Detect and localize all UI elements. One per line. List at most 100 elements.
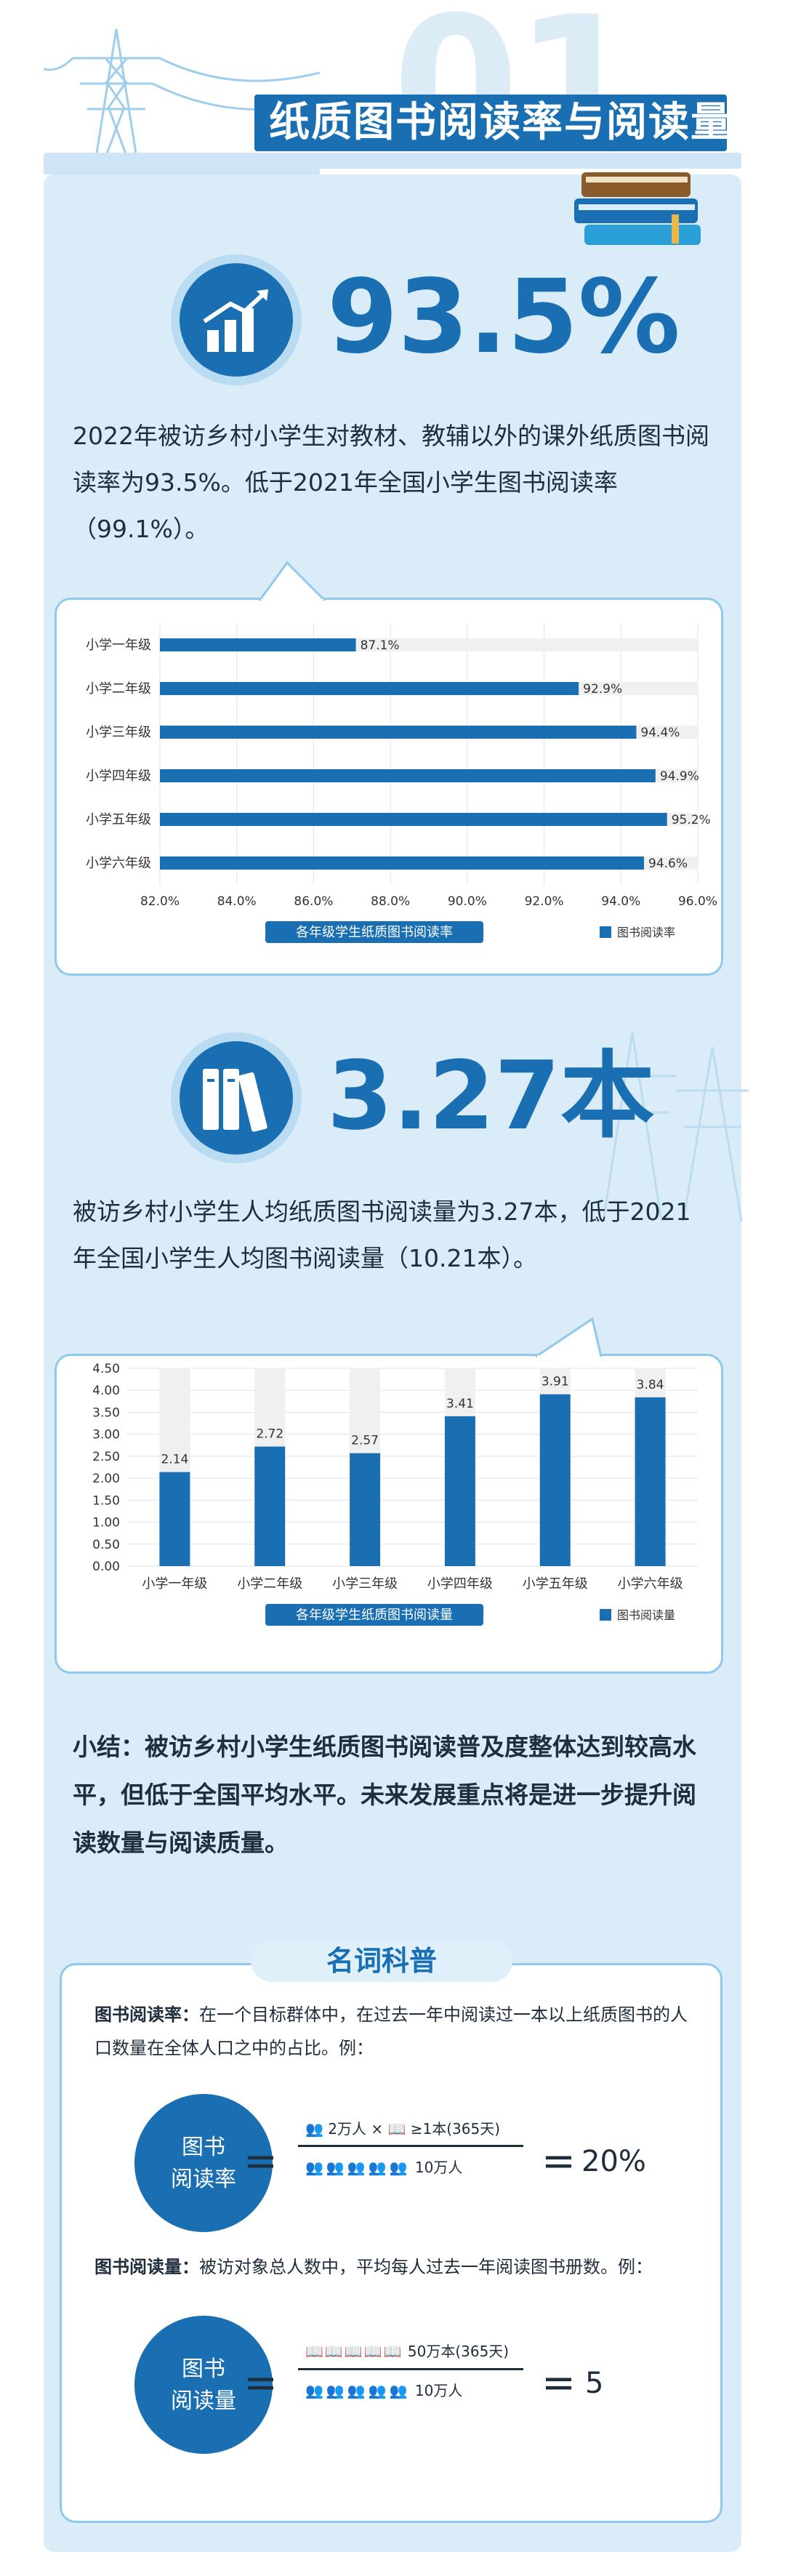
data-label: 3.84 [637, 1378, 664, 1392]
legend-swatch [600, 926, 611, 938]
glossary-title-bg [251, 1940, 512, 1982]
reading-rate-headline: 93.5% [327, 258, 680, 377]
header: 01 纸质图书阅读率与阅读量 [0, 0, 785, 182]
reading-volume-bar-chart: 0.00 0.50 1.00 1.50 2.00 2.50 3.00 3.50 4.00 4.50… [92, 1362, 698, 1626]
reading-volume-circle: 图书 阅读量 [134, 2316, 273, 2454]
bar [160, 813, 667, 826]
volume-numerator-text: 50万本(365天) [407, 2343, 510, 2360]
reading-rate-def-text: 在一个目标群体中，在过去一年中阅读过一本以上纸质图书的人口数量在全体人口之中的占… [94, 2005, 688, 2058]
x-tick-label: 88.0% [371, 894, 410, 909]
reading-volume-definition: 图书阅读量：被访对象总人数中，平均每人过去一年阅读图书册数。例： [94, 2250, 691, 2284]
y-tick-label: 3.00 [92, 1428, 120, 1443]
glossary-title: 名词科普 [326, 1945, 437, 1977]
volume-result: 5 [585, 2367, 604, 2400]
reading-rate-circle-line2: 阅读率 [171, 2167, 236, 2192]
y-tick-label: 1.50 [92, 1493, 120, 1508]
equals-sign-1: = [243, 2138, 278, 2185]
data-label: 94.6% [648, 856, 688, 871]
volume-numerator: 📖📖📖📖📖 50万本(365天) [305, 2340, 538, 2361]
category-label: 小学四年级 [86, 769, 151, 784]
rate-numerator-a: 2万人 [328, 2120, 366, 2138]
reading-volume-paragraph: 被访乡村小学生人均纸质图书阅读量为3.27本，低于2021年全国小学生人均图书阅… [73, 1197, 691, 1272]
y-tick-label: 2.00 [92, 1472, 120, 1486]
rate-numerator-times: × [371, 2120, 384, 2138]
category-label: 小学二年级 [237, 1576, 302, 1592]
y-tick-label: 4.00 [92, 1384, 120, 1398]
bar [160, 682, 579, 695]
y-tick-label: 3.50 [92, 1405, 120, 1420]
reading-rate-bar-chart: 82.0% 84.0% 86.0% 88.0% 90.0% 92.0% 94.0% 96.0%… [86, 623, 717, 943]
people-row-icon: 👥👥👥👥👥 [305, 2159, 411, 2176]
chart-title: 各年级学生纸质图书阅读量 [296, 1608, 453, 1623]
category-label: 小学三年级 [86, 725, 151, 740]
legend-label: 图书阅读量 [617, 1608, 675, 1622]
category-label: 小学一年级 [86, 638, 151, 653]
equals-sign-3: = [243, 2359, 278, 2407]
x-tick-label: 94.0% [601, 894, 640, 909]
data-label: 94.9% [660, 769, 699, 784]
legend-swatch [600, 1609, 611, 1621]
category-label: 小学五年级 [523, 1576, 588, 1592]
reading-volume-circle-line2: 阅读量 [171, 2388, 236, 2414]
equals-sign-4: = [542, 2359, 576, 2407]
bar-growth-icon [203, 289, 268, 352]
category-label: 小学五年级 [86, 812, 151, 827]
legend-label: 图书阅读率 [617, 926, 675, 939]
y-tick-label: 1.00 [92, 1516, 120, 1530]
rate-result: 20% [581, 2145, 646, 2178]
bar [160, 856, 644, 870]
power-tower-illustration-2 [589, 1032, 749, 1221]
x-tick-label: 92.0% [525, 894, 564, 909]
y-tick-label: 4.50 [92, 1362, 120, 1376]
x-tick-label: 82.0% [140, 894, 180, 909]
books-icon-circle [171, 1032, 302, 1163]
summary-text: 小结：被访乡村小学生纸质图书阅读普及度整体达到较高水平，但低于全国平均水平。未来… [73, 1733, 696, 1857]
bar [350, 1453, 381, 1566]
volume-denominator: 👥👥👥👥👥 10万人 [305, 2379, 538, 2400]
reading-volume-headline: 3.27本 [327, 1040, 655, 1151]
page-title: 纸质图书阅读率与阅读量 [269, 99, 733, 146]
rate-denominator: 👥👥👥👥👥 10万人 [305, 2156, 538, 2177]
data-label: 2.57 [351, 1434, 379, 1448]
data-label: 2.72 [256, 1427, 283, 1442]
chart-growth-icon-circle [171, 254, 302, 385]
data-label: 95.2% [672, 813, 711, 827]
data-label: 87.1% [361, 638, 400, 653]
callout-pointer-2 [535, 1317, 603, 1358]
fraction-line-1 [298, 2145, 523, 2147]
reading-rate-paragraph: 2022年被访乡村小学生对教材、教辅以外的课外纸质图书阅读率为93.5%。低于2… [73, 422, 709, 543]
volume-denominator-text: 10万人 [414, 2382, 463, 2399]
y-tick-label: 2.50 [92, 1450, 120, 1464]
category-label: 小学六年级 [86, 856, 151, 871]
title-underline [44, 153, 741, 169]
books-row-icon: 📖📖📖📖📖 [305, 2343, 403, 2360]
rate-denominator-text: 10万人 [414, 2159, 463, 2176]
rate-numerator: 👥 2万人 × 📖 ≥1本(365天) [305, 2117, 538, 2138]
bar [254, 1446, 286, 1566]
x-tick-label: 90.0% [448, 894, 487, 909]
data-label: 94.4% [640, 726, 680, 740]
reading-rate-circle: 图书 阅读率 [134, 2094, 273, 2232]
books-icon [574, 172, 701, 245]
reading-volume-term: 图书阅读量： [94, 2257, 199, 2277]
bar [539, 1394, 571, 1566]
bar [160, 726, 637, 739]
x-tick-label: 96.0% [678, 894, 717, 909]
bar [444, 1416, 475, 1566]
bar [159, 1472, 190, 1566]
chart-title: 各年级学生纸质图书阅读率 [296, 925, 453, 940]
y-tick-label: 0.50 [92, 1538, 120, 1552]
book-spines-icon [203, 1069, 267, 1132]
reading-volume-def-text: 被访对象总人数中，平均每人过去一年阅读图书册数。例： [199, 2257, 653, 2277]
reading-rate-definition: 图书阅读率：在一个目标群体中，在过去一年中阅读过一本以上纸质图书的人口数量在全体… [94, 1998, 691, 2065]
category-label: 小学四年级 [427, 1576, 493, 1592]
reading-volume-circle-line1: 图书 [182, 2356, 225, 2382]
y-tick-label: 0.00 [92, 1560, 120, 1574]
reading-rate-circle-line1: 图书 [182, 2135, 225, 2160]
data-label: 3.41 [446, 1397, 474, 1411]
reading-rate-chart-card [55, 598, 723, 976]
fraction-line-2 [298, 2368, 523, 2370]
category-label: 小学六年级 [618, 1576, 683, 1592]
rate-numerator-b: ≥1本(365天) [410, 2120, 501, 2138]
category-label: 小学三年级 [332, 1576, 398, 1592]
